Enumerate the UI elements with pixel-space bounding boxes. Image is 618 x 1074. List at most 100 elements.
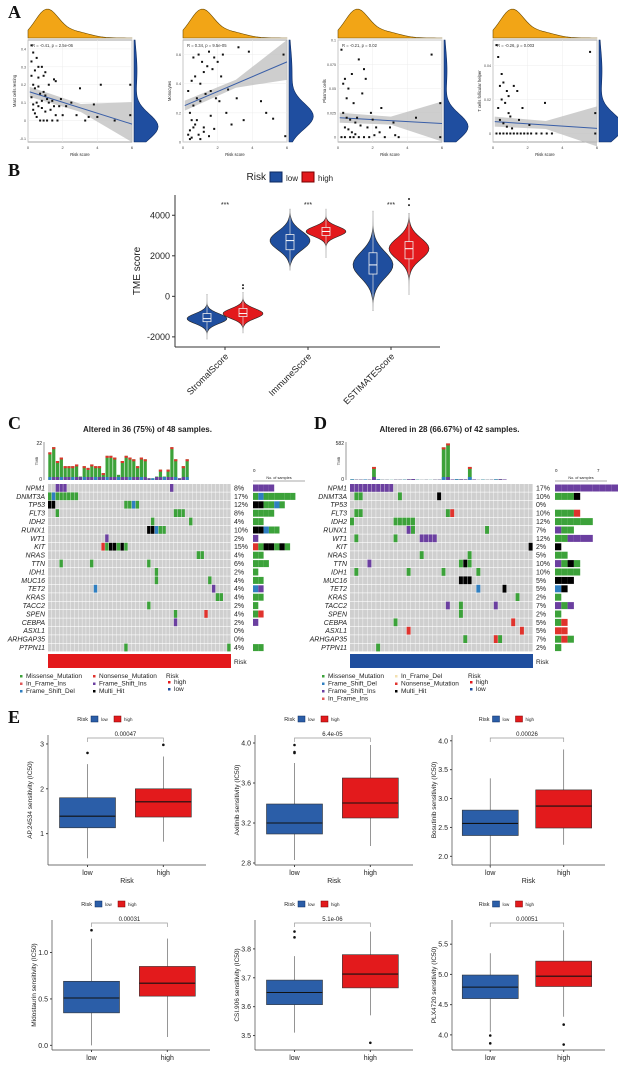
mutation-cell-empty	[215, 551, 220, 559]
mutation-cell-empty	[97, 593, 101, 601]
legend-swatch	[20, 682, 23, 685]
mutation-cell-empty	[112, 484, 117, 492]
side-bar-segment	[561, 568, 568, 576]
y-tick-label: 3.6	[241, 1004, 251, 1011]
mutation-cell-empty	[358, 568, 363, 576]
mutation-cell-empty	[89, 492, 94, 501]
outlier-point	[488, 1042, 492, 1045]
mutation-cell-empty	[215, 584, 220, 593]
mutation-cell-missense	[154, 576, 159, 585]
mutation-cell-empty	[428, 526, 433, 534]
mutation-cell-empty	[192, 643, 197, 652]
scatter-point	[225, 111, 228, 114]
mutation-cell-empty	[428, 601, 433, 610]
mutation-cell-empty	[428, 610, 433, 618]
tmb-bar	[120, 461, 124, 480]
mutation-cell-empty	[93, 492, 98, 501]
tmb-bar	[109, 455, 113, 480]
mutation-cell-empty	[67, 568, 71, 576]
mutation-cell-empty	[78, 517, 82, 526]
mutation-cell-empty	[48, 626, 52, 635]
mutation-cell-empty	[139, 534, 143, 543]
scatter-point	[190, 136, 193, 139]
mutation-cell-empty	[472, 484, 476, 492]
mutation-cell-empty	[528, 568, 533, 576]
scatter-point	[526, 132, 529, 135]
mutation-cell-empty	[55, 601, 60, 610]
mutation-cell-empty	[384, 610, 389, 618]
mutation-cell-empty	[192, 635, 197, 643]
mutation-cell-empty	[441, 584, 446, 593]
scatter-point	[113, 119, 116, 122]
mutation-cell-empty	[147, 568, 151, 576]
mutation-cell-empty	[432, 584, 437, 593]
legend-label: Multi_Hit	[99, 688, 124, 695]
mutation-cell-empty	[389, 643, 394, 652]
mutation-cell-empty	[472, 584, 476, 593]
mutation-cell-empty	[181, 568, 185, 576]
mutation-cell-empty	[154, 492, 159, 501]
scatter-point	[188, 111, 191, 114]
mutation-cell-empty	[472, 576, 476, 585]
mutation-cell-empty	[105, 559, 109, 568]
mutation-cell-empty	[402, 618, 407, 627]
mutation-cell-empty	[143, 484, 147, 492]
mutation-cell-empty	[371, 509, 376, 517]
mutation-cell-empty	[441, 517, 446, 526]
tmb-bar-segment	[101, 477, 105, 480]
mutation-cell-empty	[480, 551, 485, 559]
y-tick-label: 0.1	[21, 101, 26, 105]
mutation-cell-empty	[78, 559, 82, 568]
mutation-cell-missense	[458, 601, 463, 610]
side-bar-segment	[561, 635, 568, 643]
mutation-cell-empty	[445, 526, 450, 534]
mutation-cell-empty	[181, 593, 185, 601]
y-tick-label: 3.5	[241, 1033, 251, 1040]
mutation-cell-empty	[411, 593, 415, 601]
mutation-cell-empty	[59, 618, 63, 627]
mutation-cell-empty	[411, 559, 415, 568]
mutation-cell-empty	[109, 610, 113, 618]
mutation-cell-empty	[472, 517, 476, 526]
mutation-cell-empty	[393, 635, 398, 643]
mutation-cell-empty	[524, 534, 529, 543]
mutation-cell-empty	[208, 601, 212, 610]
mutation-cell-empty	[170, 534, 174, 543]
mutation-cell-empty	[131, 492, 136, 501]
scatter-point	[30, 96, 33, 99]
mutation-cell-empty	[215, 500, 220, 509]
mutation-cell-empty	[177, 542, 182, 551]
mutation-cell-empty	[143, 626, 147, 635]
y-tick-label: 0	[24, 119, 26, 123]
mutation-cell-empty	[485, 626, 490, 635]
scatter-point	[504, 101, 507, 104]
scatter-point	[96, 115, 99, 118]
mutation-cell-empty	[506, 610, 511, 618]
mutation-cell-empty	[162, 584, 166, 593]
mutation-cell-empty	[476, 500, 481, 509]
mutation-cell-empty	[432, 484, 437, 492]
mutation-cell-empty	[135, 576, 140, 585]
mutation-cell-empty	[173, 526, 178, 534]
mutation-cell-empty	[55, 559, 60, 568]
mutation-cell-empty	[124, 635, 128, 643]
side-bar-segment	[279, 543, 285, 551]
legend-swatch	[93, 682, 96, 685]
mutation-cell-empty	[485, 576, 490, 585]
mutation-cell-empty	[101, 576, 105, 585]
mutation-cell-empty	[463, 610, 468, 618]
mutation-cell-empty	[189, 526, 193, 534]
legend-swatch-low	[90, 715, 99, 723]
mutation-cell-empty	[208, 500, 212, 509]
mutation-cell-empty	[135, 526, 140, 534]
mutation-cell-empty	[380, 526, 385, 534]
scatter-point	[352, 136, 355, 139]
scatter-point	[187, 133, 190, 136]
mutation-cell-empty	[424, 509, 429, 517]
mutation-cell-empty	[502, 626, 507, 635]
mutation-cell-missense	[196, 551, 201, 559]
side-bar-segment	[567, 635, 574, 643]
mutation-cell-empty	[424, 635, 429, 643]
mutation-cell-empty	[185, 618, 189, 627]
mutation-cell-empty	[480, 509, 485, 517]
